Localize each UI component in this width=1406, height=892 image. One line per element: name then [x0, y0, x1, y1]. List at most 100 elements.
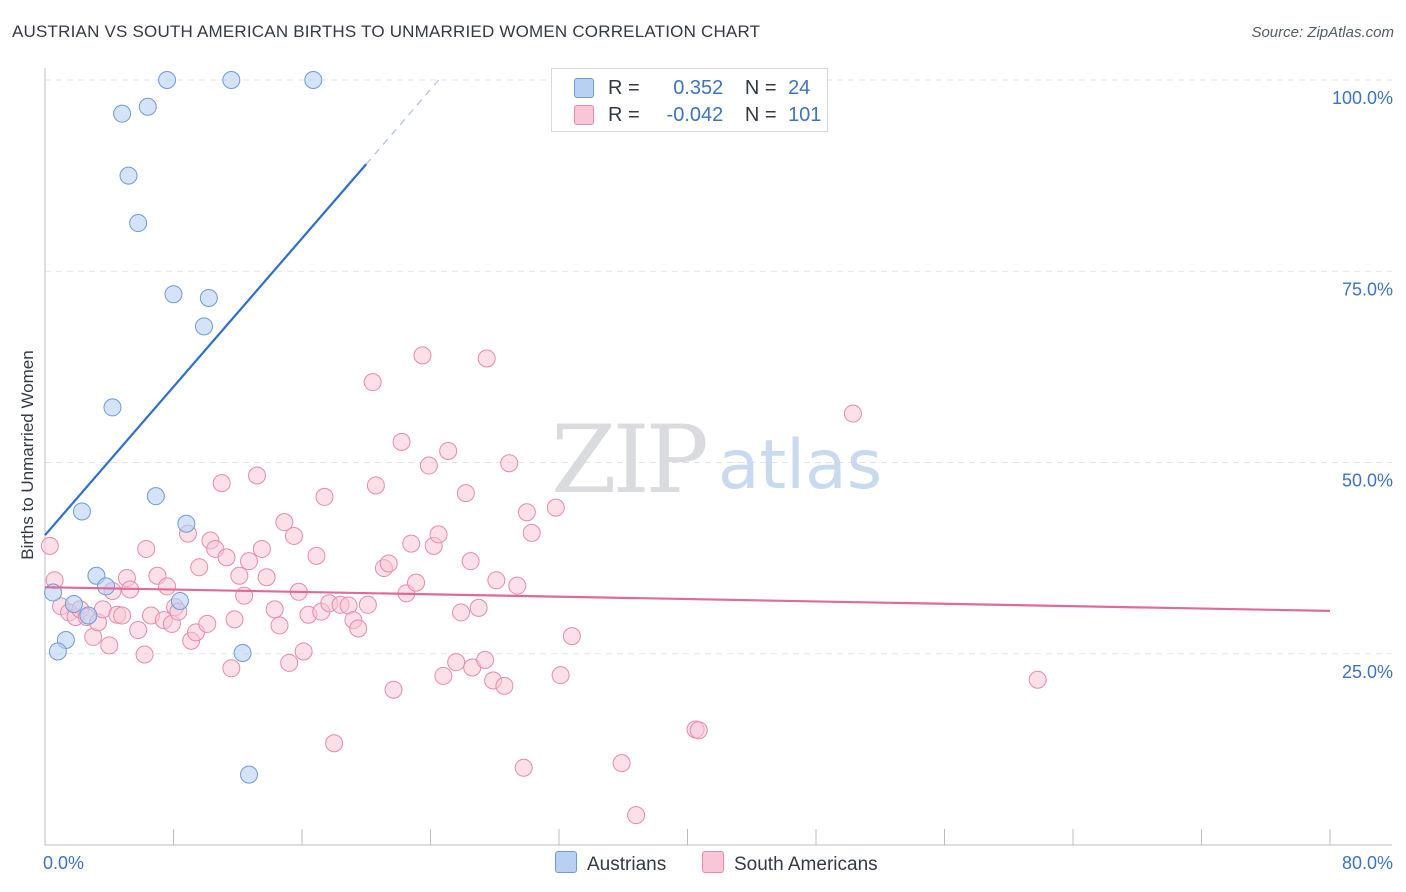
bottom-south-label: South Americans	[734, 854, 878, 875]
correlation-legend: R = 0.352 N = 24 R = -0.042 N = 101	[551, 68, 828, 132]
south-americans-point	[363, 373, 382, 392]
y-tick-label-100: 100.0%	[1332, 88, 1393, 108]
watermark-atlas: atlas	[718, 426, 882, 505]
south-americans-point	[419, 456, 438, 475]
south-americans-point	[402, 534, 421, 553]
austrians-point	[138, 97, 157, 116]
austrians-r-label: R =	[608, 77, 640, 99]
south-americans-point	[551, 666, 570, 685]
south-americans-point	[40, 536, 59, 555]
bottom-austrians-swatch	[555, 851, 577, 873]
south-americans-point	[100, 636, 119, 655]
austrians-point	[195, 317, 214, 336]
austrians-point	[222, 71, 241, 89]
y-tick-label-75: 75.0%	[1342, 279, 1393, 299]
austrians-point	[170, 591, 189, 610]
south-americans-points	[40, 346, 1047, 825]
south-americans-point	[225, 610, 244, 629]
bottom-legend-south-americans: South Americans	[702, 851, 878, 876]
south-americans-point	[689, 721, 708, 740]
south-americans-point	[514, 758, 533, 777]
south-americans-point	[212, 474, 231, 493]
south-americans-point	[413, 346, 432, 365]
austrians-point	[233, 643, 252, 662]
south-americans-point	[517, 503, 536, 522]
x-tick-label-max: 80.0%	[1342, 853, 1393, 873]
south-americans-point	[487, 571, 506, 590]
south-americans-point	[270, 616, 289, 635]
austrians-point	[79, 606, 98, 625]
south-americans-point	[627, 806, 646, 825]
austrians-point	[103, 398, 122, 417]
y-axis-label: Births to Unmarried Women	[18, 350, 37, 560]
south-americans-point	[384, 680, 403, 699]
south-americans-point	[135, 645, 154, 664]
y-tick-label-50: 50.0%	[1342, 471, 1393, 491]
south-americans-trend-line	[44, 586, 1331, 613]
south-americans-point	[113, 606, 132, 625]
south-americans-point	[198, 614, 217, 633]
x-tick-label-min: 0.0%	[43, 853, 84, 873]
chart-title: AUSTRIAN VS SOUTH AMERICAN BIRTHS TO UNM…	[12, 22, 761, 41]
south-americans-point	[275, 513, 294, 532]
austrians-point	[164, 285, 183, 304]
south-americans-point	[843, 404, 862, 423]
south-americans-point	[358, 595, 377, 614]
austrians-point	[199, 289, 218, 308]
south-americans-point	[325, 734, 344, 753]
south-americans-point	[217, 548, 236, 567]
south-americans-point	[158, 577, 177, 596]
south-americans-point	[407, 573, 426, 592]
south-americans-swatch	[574, 105, 594, 125]
austrians-point	[129, 214, 148, 233]
tick-labels: 25.0% 50.0% 75.0% 100.0% 0.0% 80.0%	[43, 88, 1393, 873]
austrians-trend-extension	[365, 79, 439, 165]
south-americans-point	[307, 546, 326, 565]
south-americans-point	[429, 525, 448, 544]
south-americans-point	[265, 600, 284, 619]
south-americans-point	[452, 603, 471, 622]
south-americans-point	[248, 466, 267, 485]
austrians-point	[119, 166, 138, 185]
south-americans-point	[284, 526, 303, 545]
austrians-point	[177, 514, 196, 533]
south-americans-point	[469, 598, 488, 617]
austrians-n-label: N =	[744, 77, 777, 99]
south-americans-point	[461, 552, 480, 571]
source-label: Source: ZipAtlas.com	[1251, 24, 1394, 41]
axes	[44, 68, 1392, 846]
south-americans-point	[252, 539, 271, 558]
austrians-point	[97, 577, 116, 596]
south-americans-point	[379, 554, 398, 573]
south-americans-point	[349, 619, 368, 638]
south-americans-point	[477, 349, 496, 368]
south-americans-point	[222, 659, 241, 678]
south-americans-point	[366, 476, 385, 495]
south-americans-point	[522, 523, 541, 542]
south-americans-point	[562, 627, 581, 646]
watermark-zip: ZIP	[551, 406, 705, 515]
south-americans-point	[434, 666, 453, 685]
south-americans-point	[439, 442, 458, 461]
south-americans-point	[500, 454, 519, 473]
south-americans-point	[235, 586, 254, 605]
austrians-trend-line	[44, 163, 368, 536]
south-americans-point	[476, 650, 495, 669]
trend-lines	[44, 79, 1331, 613]
south-americans-point	[230, 566, 249, 585]
south-americans-point	[447, 653, 466, 672]
south-americans-point	[239, 552, 258, 571]
austrians-point	[239, 765, 258, 784]
south-r-label: R =	[608, 104, 640, 126]
south-americans-point	[495, 676, 514, 695]
bottom-austrians-label: Austrians	[587, 854, 667, 875]
south-n-label: N =	[744, 104, 777, 126]
austrians-r-value: 0.352	[673, 77, 724, 99]
austrians-point	[158, 71, 177, 89]
austrians-point	[48, 642, 67, 661]
south-americans-point	[508, 576, 527, 595]
y-tick-label-25: 25.0%	[1342, 662, 1393, 682]
bottom-south-swatch	[702, 851, 724, 873]
south-americans-point	[392, 432, 411, 451]
south-n-value: 101	[788, 104, 822, 126]
